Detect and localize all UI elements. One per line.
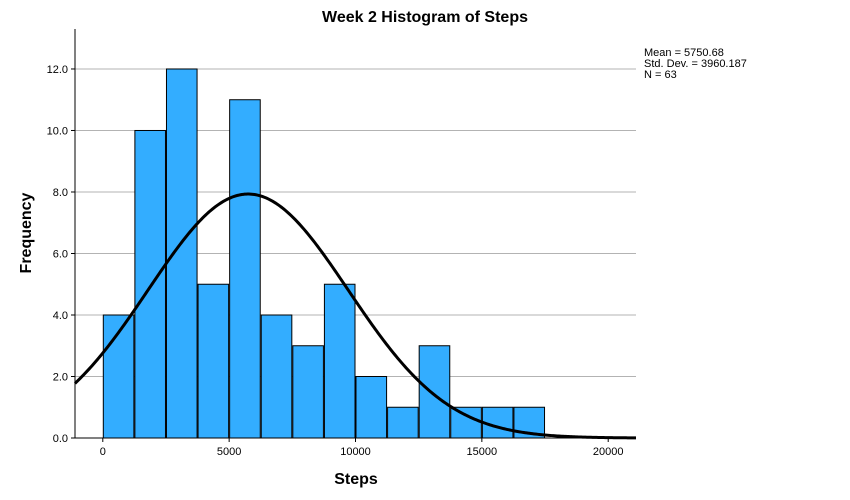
x-tick-label-3: 15000	[467, 446, 498, 458]
y-tick-label-3: 6.0	[53, 248, 68, 260]
histogram-bar-8	[355, 375, 388, 439]
x-tick-label-1: 5000	[217, 446, 241, 458]
x-tick-label-4: 20000	[593, 446, 624, 458]
x-axis-ticks: 0 5000 10000 15000 20000	[100, 438, 624, 458]
y-axis-label: Frequency	[18, 192, 35, 273]
x-tick-label-2: 10000	[340, 446, 371, 458]
histogram-bar-3	[197, 283, 230, 439]
mean-stat: Mean = 5750.68	[644, 47, 724, 59]
histogram-bar-10	[418, 345, 451, 439]
y-axis-ticks: 0.0 2.0 4.0 6.0 8.0 10.0 12.0	[47, 64, 75, 445]
y-tick-label-4: 8.0	[53, 187, 68, 199]
n-stat: N = 63	[644, 69, 677, 81]
y-tick-label-6: 12.0	[47, 64, 68, 76]
y-tick-label-0: 0.0	[53, 433, 68, 445]
histogram-bar-11	[450, 406, 482, 439]
std-dev-stat: Std. Dev. = 3960.187	[644, 58, 747, 70]
histogram-bar-7	[323, 283, 356, 439]
normal-curve	[73, 192, 637, 440]
histogram-bar-0	[102, 314, 135, 439]
x-tick-label-0: 0	[100, 446, 106, 458]
histogram-bar-9	[387, 406, 419, 439]
histogram-bar-2	[165, 68, 198, 439]
chart-title: Week 2 Histogram of Steps	[322, 9, 528, 26]
y-tick-label-5: 10.0	[47, 125, 68, 137]
histogram-bar-4	[229, 99, 261, 439]
y-tick-label-2: 4.0	[53, 310, 68, 322]
statistics-box: Mean = 5750.68 Std. Dev. = 3960.187 N = …	[644, 48, 747, 81]
x-axis-label: Steps	[334, 471, 378, 488]
histogram-bar-5	[260, 314, 293, 439]
histogram-bar-6	[292, 345, 324, 439]
y-tick-label-1: 2.0	[53, 371, 68, 383]
